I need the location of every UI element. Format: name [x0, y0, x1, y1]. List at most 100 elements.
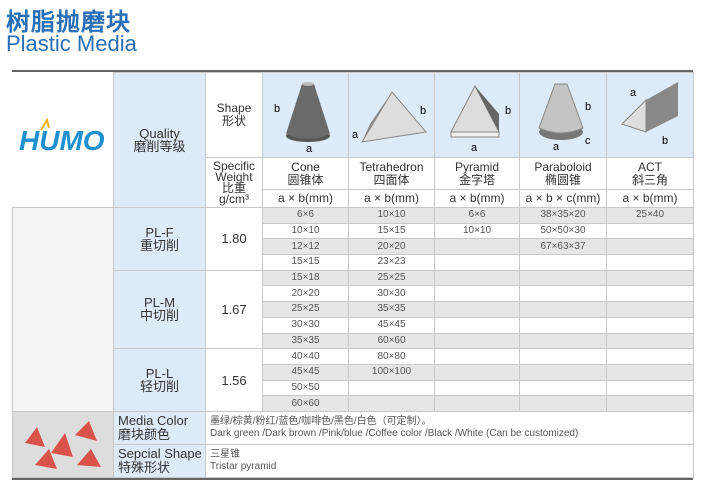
table-row: 25×25 35×35	[13, 301, 694, 318]
grade-code: PL-M	[143, 295, 176, 311]
quality-label-cn: 磨削等级	[133, 139, 186, 154]
shape-name: Cone	[291, 159, 320, 174]
size-cone: 35×35	[262, 332, 349, 350]
size-cone: 45×45	[262, 363, 349, 381]
size-act	[606, 395, 694, 412]
shape-name-cone: Cone 圆锥体	[262, 157, 349, 190]
table-row: PL-F 重切削 1.80 6×6 10×10 6×6 38×35×20 25×40	[12, 207, 694, 412]
size-paraboloid: 67×63×37	[519, 238, 607, 256]
svg-text:a: a	[352, 129, 359, 141]
size-act	[606, 332, 694, 350]
size-tetrahedron	[348, 395, 435, 412]
shape-name-cn: 斜三角	[631, 172, 668, 187]
sample-photos	[12, 207, 114, 412]
svg-text:a: a	[471, 142, 478, 154]
size-pyramid	[434, 269, 520, 287]
media-color-label: Media Color 磨块颜色	[113, 410, 206, 445]
shape-name-act: ACT 斜三角	[606, 157, 694, 190]
shape-name-pyramid: Pyramid 金字塔	[434, 157, 520, 190]
special-shape-photo	[12, 410, 114, 478]
size-pyramid	[434, 395, 520, 412]
size-pyramid	[434, 316, 520, 334]
size-act	[606, 269, 694, 287]
size-pyramid	[434, 238, 520, 256]
size-tetrahedron: 20×20	[348, 238, 435, 256]
size-cone: 50×50	[262, 379, 349, 397]
special-shape-value-en: Tristar pyramid	[210, 460, 277, 472]
shape-name: Paraboloid	[534, 159, 592, 174]
size-act	[606, 379, 694, 397]
quality-label: Quality	[139, 126, 180, 141]
special-shape-value-cn: 三星锥	[210, 448, 240, 460]
size-act	[606, 238, 694, 256]
media-color-label-en: Media Color	[118, 412, 189, 428]
size-pyramid	[434, 332, 520, 350]
size-act	[606, 363, 694, 381]
size-pyramid	[434, 285, 520, 303]
grade-cn: 中切削	[139, 308, 179, 324]
quality-header: Quality 磨削等级	[113, 72, 206, 208]
sw-unit: g/cm³	[219, 191, 249, 206]
grade-pl-m: PL-M 中切削	[113, 269, 206, 350]
shape-name-cn: 圆锥体	[287, 172, 324, 187]
table-row: 12×12 20×20 67×63×37	[13, 238, 694, 256]
paraboloid-image: b a c	[519, 72, 607, 158]
size-act	[606, 254, 694, 271]
table-row: 60×60	[13, 395, 694, 412]
size-cone: 15×15	[262, 254, 349, 271]
unit-paraboloid: a × b × c(mm)	[519, 189, 607, 208]
size-paraboloid	[519, 285, 607, 303]
unit-tetrahedron: a × b(mm)	[348, 189, 435, 208]
size-paraboloid	[519, 332, 607, 350]
shape-name: Pyramid	[454, 159, 499, 174]
size-paraboloid	[519, 301, 607, 318]
humo-logo-icon: HUMO	[19, 117, 105, 156]
page-title-en: Plastic Media	[6, 31, 137, 56]
sw-label-2: Weight	[215, 169, 253, 184]
media-color-label-cn: 磨块颜色	[118, 426, 171, 442]
size-cone: 6×6	[262, 207, 349, 224]
size-paraboloid	[519, 348, 607, 365]
size-tetrahedron: 45×45	[348, 316, 435, 334]
size-tetrahedron: 100×100	[348, 363, 435, 381]
sw-label-cn: 比重	[221, 180, 246, 195]
size-cone: 30×30	[262, 316, 349, 334]
grade-code: PL-F	[145, 224, 174, 240]
table-row: 35×35 60×60	[13, 332, 694, 350]
table-row: 15×15 23×23	[13, 254, 694, 271]
size-cone: 12×12	[262, 238, 349, 256]
shape-label-cn: 形状	[221, 114, 246, 128]
media-color-value: 墨绿/棕黄/粉红/蓝色/咖啡色/黑色/白色（可定制）。 Dark green /D…	[205, 410, 694, 445]
shape-header: Shape 形状	[205, 72, 263, 158]
specific-weight-header: Specific Weight 比重 g/cm³	[205, 157, 263, 208]
size-act	[606, 348, 694, 365]
size-tetrahedron: 23×23	[348, 254, 435, 271]
svg-text:a: a	[306, 143, 313, 154]
size-paraboloid	[519, 395, 607, 412]
page-title-cn: 树脂抛磨块	[6, 9, 131, 36]
size-pyramid	[434, 363, 520, 381]
logo: HUMO	[12, 72, 114, 208]
size-paraboloid	[519, 269, 607, 287]
size-act	[606, 222, 694, 240]
table-row: PL-L 轻切削 1.56 40×40 80×80	[13, 348, 694, 412]
size-paraboloid	[519, 254, 607, 271]
svg-text:b: b	[274, 103, 280, 115]
size-cone: 60×60	[262, 395, 349, 412]
size-act	[606, 316, 694, 334]
special-shape-label-cn: 特殊形状	[118, 459, 171, 475]
unit-act: a × b(mm)	[606, 189, 694, 208]
size-pyramid: 6×6	[434, 207, 520, 224]
shape-name-cn: 椭圆锥	[544, 172, 581, 187]
size-tetrahedron: 10×10	[348, 207, 435, 224]
size-paraboloid	[519, 363, 607, 381]
table-row: PL-M 中切削 1.67 15×18 25×25	[13, 269, 694, 350]
unit-pyramid: a × b(mm)	[434, 189, 520, 208]
size-cone: 15×18	[262, 269, 349, 287]
grade-cn: 重切削	[139, 237, 179, 253]
grade-code: PL-L	[145, 366, 174, 382]
